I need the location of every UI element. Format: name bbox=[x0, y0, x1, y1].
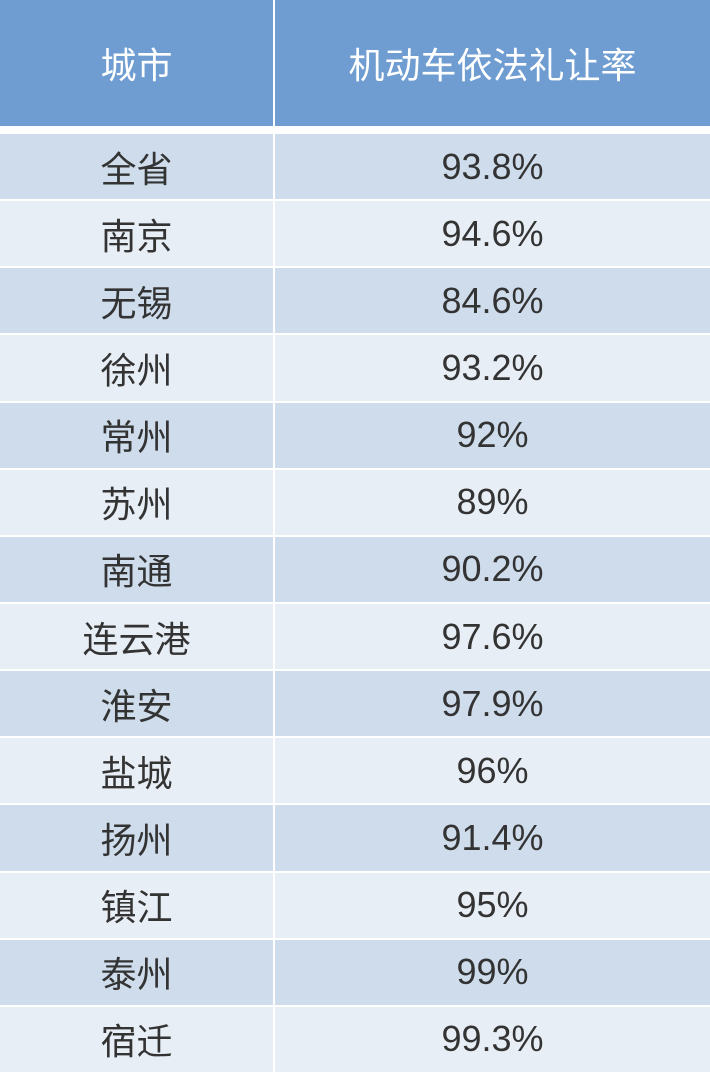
table-row: 苏州89% bbox=[0, 468, 710, 535]
cell-rate: 89% bbox=[275, 470, 710, 535]
header-rate: 机动车依法礼让率 bbox=[275, 0, 710, 126]
cell-rate: 93.8% bbox=[275, 134, 710, 199]
cell-rate: 97.9% bbox=[275, 671, 710, 736]
cell-rate: 92% bbox=[275, 403, 710, 468]
cell-city: 淮安 bbox=[0, 671, 275, 736]
cell-city: 南通 bbox=[0, 537, 275, 602]
cell-rate: 84.6% bbox=[275, 268, 710, 333]
cell-rate: 94.6% bbox=[275, 201, 710, 266]
cell-city: 无锡 bbox=[0, 268, 275, 333]
cell-rate: 93.2% bbox=[275, 335, 710, 400]
cell-city: 连云港 bbox=[0, 604, 275, 669]
cell-rate: 95% bbox=[275, 873, 710, 938]
table-body: 全省93.8%南京94.6%无锡84.6%徐州93.2%常州92%苏州89%南通… bbox=[0, 126, 710, 1072]
table-row: 宿迁99.3% bbox=[0, 1005, 710, 1072]
table-row: 南京94.6% bbox=[0, 199, 710, 266]
cell-city: 宿迁 bbox=[0, 1007, 275, 1072]
cell-city: 徐州 bbox=[0, 335, 275, 400]
table-row: 镇江95% bbox=[0, 871, 710, 938]
cell-city: 南京 bbox=[0, 201, 275, 266]
table-header-row: 城市 机动车依法礼让率 bbox=[0, 0, 710, 126]
cell-rate: 96% bbox=[275, 738, 710, 803]
cell-city: 扬州 bbox=[0, 805, 275, 870]
table-row: 连云港97.6% bbox=[0, 602, 710, 669]
header-city: 城市 bbox=[0, 0, 275, 126]
table-row: 全省93.8% bbox=[0, 134, 710, 199]
table-row: 扬州91.4% bbox=[0, 803, 710, 870]
table-row: 徐州93.2% bbox=[0, 333, 710, 400]
table-row: 南通90.2% bbox=[0, 535, 710, 602]
cell-rate: 99% bbox=[275, 940, 710, 1005]
table-row: 常州92% bbox=[0, 401, 710, 468]
table-row: 盐城96% bbox=[0, 736, 710, 803]
table-row: 泰州99% bbox=[0, 938, 710, 1005]
cell-city: 盐城 bbox=[0, 738, 275, 803]
cell-rate: 97.6% bbox=[275, 604, 710, 669]
yield-rate-table: 城市 机动车依法礼让率 全省93.8%南京94.6%无锡84.6%徐州93.2%… bbox=[0, 0, 710, 1072]
cell-city: 常州 bbox=[0, 403, 275, 468]
cell-rate: 91.4% bbox=[275, 805, 710, 870]
table-row: 无锡84.6% bbox=[0, 266, 710, 333]
cell-city: 全省 bbox=[0, 134, 275, 199]
cell-rate: 90.2% bbox=[275, 537, 710, 602]
cell-city: 泰州 bbox=[0, 940, 275, 1005]
cell-rate: 99.3% bbox=[275, 1007, 710, 1072]
table-row: 淮安97.9% bbox=[0, 669, 710, 736]
cell-city: 镇江 bbox=[0, 873, 275, 938]
cell-city: 苏州 bbox=[0, 470, 275, 535]
